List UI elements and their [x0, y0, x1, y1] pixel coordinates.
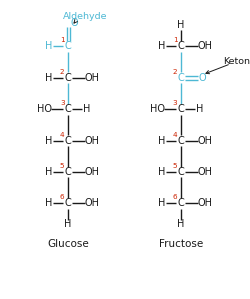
Text: Aldehyde: Aldehyde: [63, 12, 107, 21]
Text: C: C: [64, 167, 71, 177]
Text: 1: 1: [60, 37, 64, 43]
Text: OH: OH: [84, 135, 99, 146]
Text: 5: 5: [172, 163, 177, 169]
Text: H: H: [45, 73, 52, 83]
Text: HO: HO: [37, 104, 52, 114]
Text: O: O: [198, 73, 206, 83]
Text: C: C: [177, 198, 183, 208]
Text: OH: OH: [84, 167, 99, 177]
Text: C: C: [64, 198, 71, 208]
Text: Glucose: Glucose: [47, 239, 88, 249]
Text: C: C: [64, 135, 71, 146]
Text: OH: OH: [196, 167, 211, 177]
Text: C: C: [64, 41, 71, 51]
Text: C: C: [177, 41, 183, 51]
Text: 2: 2: [172, 69, 177, 75]
Text: H: H: [158, 41, 165, 51]
Text: H: H: [158, 135, 165, 146]
Text: Fructose: Fructose: [158, 239, 202, 249]
Text: H: H: [64, 219, 71, 229]
Text: 5: 5: [60, 163, 64, 169]
Text: Ketone: Ketone: [222, 57, 250, 66]
Text: OH: OH: [84, 73, 99, 83]
Text: 4: 4: [60, 132, 64, 138]
Text: H: H: [176, 20, 184, 30]
Text: H: H: [45, 198, 52, 208]
Text: C: C: [177, 167, 183, 177]
Text: H: H: [82, 104, 90, 114]
Text: O: O: [71, 18, 78, 28]
Text: H: H: [195, 104, 202, 114]
Text: 1: 1: [172, 37, 177, 43]
Text: C: C: [177, 73, 183, 83]
Text: C: C: [64, 104, 71, 114]
Text: OH: OH: [196, 198, 211, 208]
Text: H: H: [158, 198, 165, 208]
Text: 3: 3: [60, 100, 64, 106]
Text: 6: 6: [60, 194, 64, 200]
Text: H: H: [176, 219, 184, 229]
Text: H: H: [45, 41, 52, 51]
Text: OH: OH: [196, 135, 211, 146]
Text: 4: 4: [172, 132, 177, 138]
Text: C: C: [177, 104, 183, 114]
Text: 2: 2: [60, 69, 64, 75]
Text: 6: 6: [172, 194, 177, 200]
Text: C: C: [64, 73, 71, 83]
Text: H: H: [45, 167, 52, 177]
Text: H: H: [158, 167, 165, 177]
Text: H: H: [45, 135, 52, 146]
Text: HO: HO: [149, 104, 164, 114]
Text: OH: OH: [196, 41, 211, 51]
Text: OH: OH: [84, 198, 99, 208]
Text: 3: 3: [172, 100, 177, 106]
Text: C: C: [177, 135, 183, 146]
